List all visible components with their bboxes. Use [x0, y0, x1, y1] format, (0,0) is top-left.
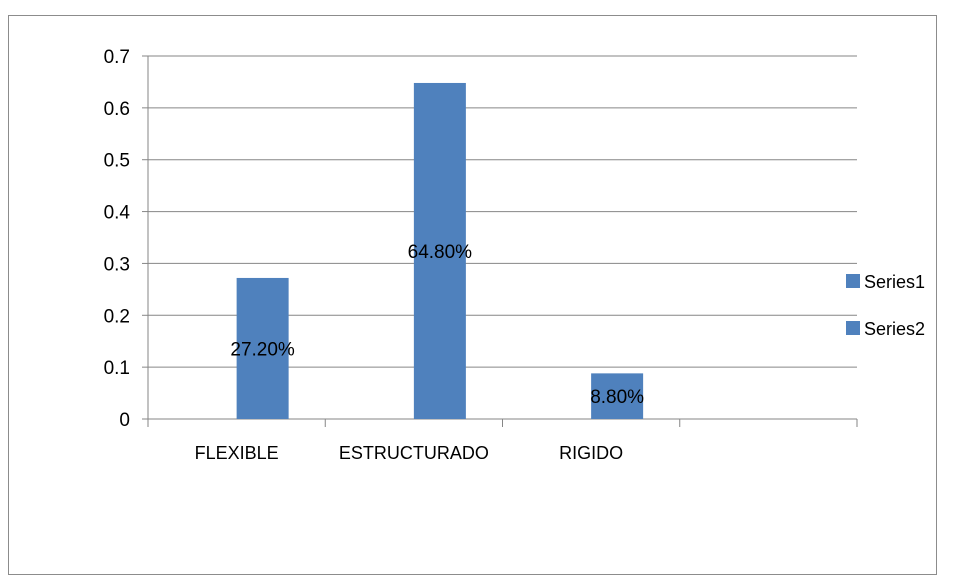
x-category-label: FLEXIBLE: [195, 443, 279, 463]
legend-swatch: [846, 274, 860, 288]
legend-entry: Series1: [864, 272, 925, 292]
y-tick-label: 0.7: [104, 47, 130, 68]
legend-swatch: [846, 321, 860, 335]
y-tick-label: 0.5: [104, 151, 130, 172]
bar-series2: [236, 277, 289, 419]
data-label: 64.80%: [408, 242, 473, 263]
data-label: 27.20%: [230, 339, 295, 360]
bar-series2: [591, 373, 644, 419]
y-tick-label: 0: [119, 410, 130, 431]
y-tick-label: 0.6: [104, 99, 130, 120]
y-tick-label: 0.4: [104, 203, 131, 224]
x-category-label: ESTRUCTURADO: [339, 443, 489, 463]
x-category-label: RIGIDO: [559, 443, 623, 463]
data-label: 8.80%: [590, 387, 644, 408]
y-tick-label: 0.2: [104, 306, 130, 327]
y-tick-label: 0.1: [104, 358, 130, 379]
bar-series2: [413, 82, 466, 420]
y-tick-label: 0.3: [104, 254, 130, 275]
legend-entry: Series2: [864, 319, 925, 339]
